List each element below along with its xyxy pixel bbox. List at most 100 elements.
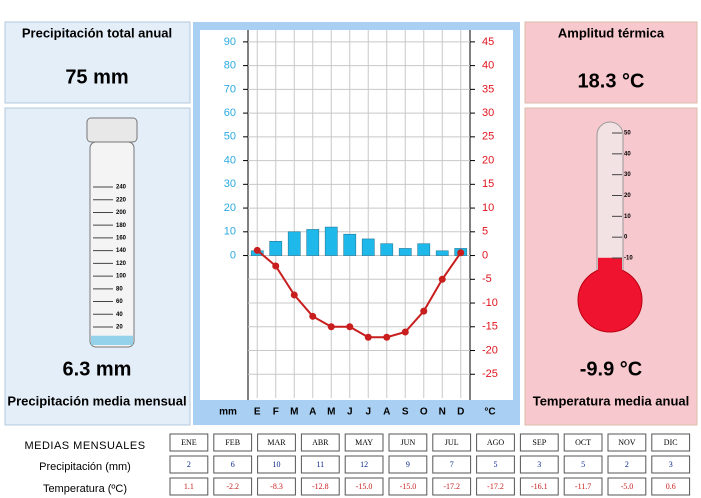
gauge-label: 160 [116,235,127,241]
gauge-label: 120 [116,261,127,267]
table-cell [607,477,647,496]
y2-tick-label: 30 [482,107,494,119]
marker [309,312,317,320]
table-text: NOV [618,438,636,447]
table-text: 2 [625,460,629,469]
marker [290,291,298,299]
marker [420,307,428,315]
table-text: DIC [664,438,678,447]
gauge-label: 220 [116,197,127,203]
y2-tick-label: -20 [482,344,498,356]
table-cell [300,433,340,452]
x-tick-label: O [420,407,428,418]
y-tick-label: 0 [230,249,236,261]
thermometer-label: 30 [624,172,631,178]
axis-label: °C [484,407,495,418]
table-cell [344,477,384,496]
table-text: -8.3 [270,482,283,491]
value: -9.9 °C [580,358,642,380]
table-cell [344,433,384,452]
y-tick-label: 10 [224,226,236,238]
table-text: 11 [316,460,324,469]
title: Temperatura media anual [533,393,690,408]
table-text: 7 [450,460,454,469]
bar [380,243,394,256]
gauge-label: 100 [116,274,127,280]
table-text: SEP [532,438,546,447]
marker [457,249,465,257]
panel [4,21,191,104]
table-text: MAY [355,438,373,447]
title: Precipitación media mensual [7,393,186,408]
title: Precipitación total anual [22,25,172,40]
table-cell [563,433,603,452]
bar [361,238,375,256]
value: 75 mm [65,66,128,88]
table-text: 3 [669,460,673,469]
table-text: 0.6 [666,482,676,491]
x-tick-label: F [273,407,279,418]
gauge-water [91,335,133,345]
marker [272,262,280,270]
table-cell [476,433,515,452]
table-cell [213,455,253,474]
y2-tick-label: 45 [482,36,494,48]
table-text: 10 [273,460,281,469]
table-cell [476,455,515,474]
table-cell [432,433,472,452]
y-tick-label: 20 [224,202,236,214]
thermometer-label: 50 [624,131,631,137]
thermometer-label: 10 [624,214,631,220]
table-text: 6 [231,460,235,469]
bar [306,229,320,256]
table-text: 12 [360,460,368,469]
plot-area [200,30,513,400]
y2-tick-label: -15 [482,321,498,333]
value: 6.3 mm [63,358,132,380]
bar [435,250,449,256]
x-tick-label: A [309,407,316,418]
table-text: JUL [445,438,459,447]
y2-tick-label: 5 [482,226,488,238]
table-text: -15.0 [356,482,373,491]
x-tick-label: M [327,407,335,418]
y2-tick-label: -5 [482,273,492,285]
marker [438,275,446,283]
table-text: JUN [401,438,416,447]
table-cell [651,455,691,474]
table-cell [257,477,296,496]
marker [401,328,409,336]
marker [364,333,372,341]
gauge-body [89,141,135,348]
table-cell [169,455,209,474]
thermometer-label: 20 [624,193,631,199]
y2-tick-label: 20 [482,154,494,166]
table-cell [519,433,559,452]
y2-tick-label: 15 [482,178,494,190]
y-tick-label: 80 [224,60,236,72]
marker [253,246,261,254]
x-tick-label: N [439,407,446,418]
x-tick-label: J [365,407,371,418]
table-text: -16.1 [531,482,548,491]
bar [398,248,412,256]
y-tick-label: 40 [224,154,236,166]
y2-tick-label: 40 [482,60,494,72]
y2-tick-label: 10 [482,202,494,214]
gauge-label: 20 [116,325,123,331]
y-tick-label: 50 [224,131,236,143]
table-text: 5 [581,460,585,469]
table-cell [432,455,472,474]
x-tick-label: D [457,407,464,418]
table-cell [432,477,472,496]
table-cell [213,433,253,452]
gauge-label: 80 [116,286,123,292]
y-tick-label: 90 [224,36,236,48]
table-title: MEDIAS MENSUALES [24,440,145,452]
table-text: -2.2 [226,482,239,491]
x-tick-label: S [402,407,409,418]
table-text: MAR [267,438,286,447]
table-cell [651,477,691,496]
x-tick-label: A [383,407,390,418]
